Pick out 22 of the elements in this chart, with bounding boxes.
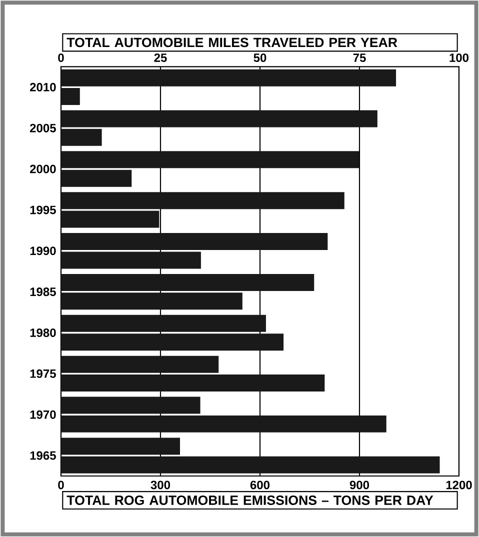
x-tick-label: 900 xyxy=(350,480,370,490)
x-axis-title: TOTAL ROG AUTOMOBILE EMISSIONS – TONS PER DAY xyxy=(66,496,434,505)
x2-tick-label: 100 xyxy=(450,53,469,62)
x-tick-label: 1200 xyxy=(446,480,472,490)
x2-axis-title: TOTAL AUTOMOBILE MILES TRAVELED PER YEAR xyxy=(66,38,398,48)
y-tick-label: 1990 xyxy=(30,246,56,256)
y-tick-label: 2000 xyxy=(30,164,56,174)
y-tick-label: 1965 xyxy=(30,451,56,460)
x-tick-label: 0 xyxy=(58,480,64,490)
y-tick-label: 1975 xyxy=(30,369,56,378)
x2-tick-label: 25 xyxy=(154,53,167,62)
x2-tick-label: 50 xyxy=(254,53,266,62)
x-tick-label: 600 xyxy=(250,480,270,490)
y-tick-label: 1985 xyxy=(30,288,56,296)
y-tick-label: 2010 xyxy=(30,82,56,92)
x-tick-label: 300 xyxy=(150,480,170,490)
x2-tick-label: 0 xyxy=(58,53,64,62)
x2-tick-label: 75 xyxy=(353,54,366,62)
y-tick-label: 2005 xyxy=(30,124,56,132)
y-tick-label: 1970 xyxy=(30,410,56,419)
y-tick-label: 1995 xyxy=(30,206,56,214)
y-tick-label: 1980 xyxy=(30,328,56,337)
